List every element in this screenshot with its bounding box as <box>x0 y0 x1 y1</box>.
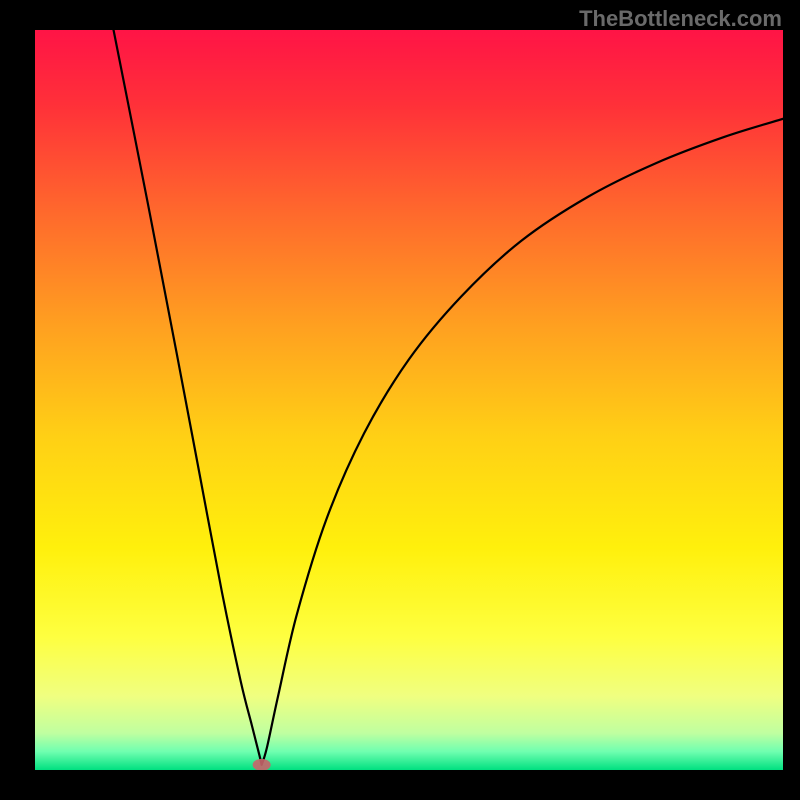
plot-area <box>35 30 783 770</box>
bottleneck-curve <box>114 30 783 765</box>
watermark-text: TheBottleneck.com <box>579 6 782 32</box>
chart-container <box>0 0 800 800</box>
curve-layer <box>35 30 783 770</box>
minimum-marker <box>253 759 271 770</box>
